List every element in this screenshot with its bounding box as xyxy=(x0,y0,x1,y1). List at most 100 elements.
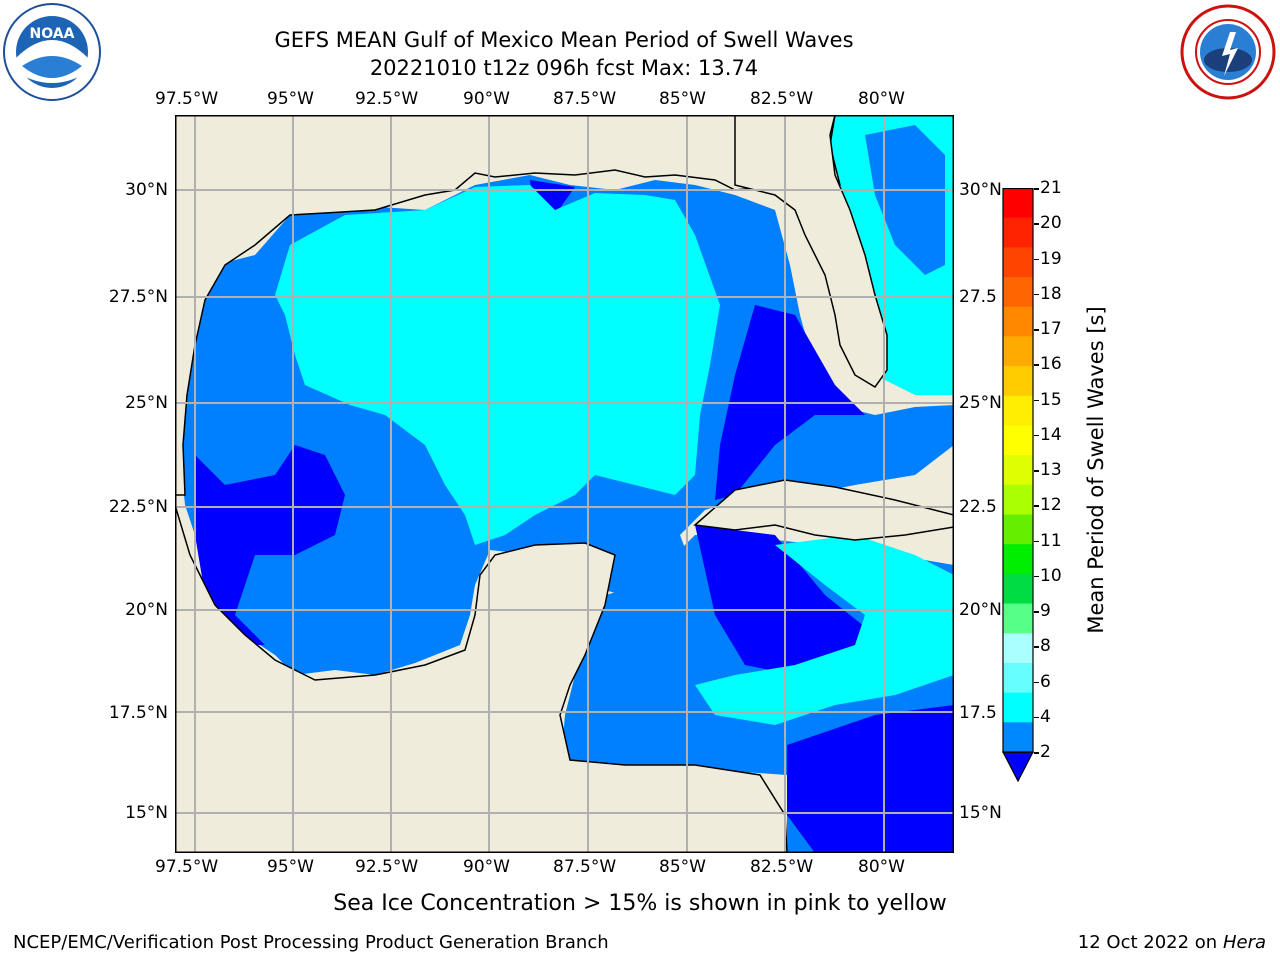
lat-tick-right-2: 25°N xyxy=(959,393,1002,413)
lat-tick-right-4: 20°N xyxy=(959,600,1002,620)
lon-tick-top-2: 92.5°W xyxy=(355,89,419,109)
colorbar-tick-mark xyxy=(1034,505,1039,507)
colorbar-segment xyxy=(1003,692,1033,723)
colorbar-segment xyxy=(1003,484,1033,516)
lat-tick-right-0: 30°N xyxy=(959,180,1002,200)
gulf-water-cyan xyxy=(275,185,720,545)
lon-tick-top-0: 97.5°W xyxy=(155,89,219,109)
colorbar-tick-mark xyxy=(1034,611,1039,613)
colorbar-tick-mark xyxy=(1034,293,1039,296)
lat-tick-left-2: 25°N xyxy=(125,393,168,413)
lat-tick-left-0: 30°N xyxy=(125,180,168,200)
colorbar-extend-arrow xyxy=(1002,751,1034,783)
lat-tick-right-5: 17.5 xyxy=(959,703,997,723)
lat-tick-left-4: 20°N xyxy=(125,600,168,620)
dark-blue-west xyxy=(195,445,345,645)
colorbar-tick-mark xyxy=(1034,540,1039,542)
sea-ice-note: Sea Ice Concentration > 15% is shown in … xyxy=(333,891,947,916)
lon-tick-top-1: 95°W xyxy=(267,89,314,109)
colorbar-tick-mark xyxy=(1034,223,1039,225)
nws-logo xyxy=(1178,2,1278,102)
colorbar-label: Mean Period of Swell Waves [s] xyxy=(1084,306,1108,634)
colorbar-tick-label: 19 xyxy=(1040,248,1062,269)
lat-tick-left-1: 27.5°N xyxy=(108,287,168,307)
colorbar-segment xyxy=(1003,722,1033,753)
colorbar-tick-label: 15 xyxy=(1040,389,1062,410)
colorbar-segment xyxy=(1003,336,1033,367)
footer-host: Hera xyxy=(1222,932,1266,953)
lon-tick-bottom-0: 97.5°W xyxy=(155,857,219,877)
colorbar-tick-label: 20 xyxy=(1040,213,1062,234)
colorbar-tick-label: 16 xyxy=(1040,354,1062,375)
noaa-logo: NOAA xyxy=(2,2,102,102)
lon-tick-bottom-4: 87.5°W xyxy=(553,857,617,877)
colorbar-tick-mark xyxy=(1034,434,1039,437)
lon-tick-top-7: 80°W xyxy=(858,89,905,109)
colorbar-tick-label: 8 xyxy=(1040,636,1051,657)
colorbar-tick-label: 10 xyxy=(1040,565,1062,586)
florida-coast xyxy=(734,114,888,389)
colorbar-tick-mark xyxy=(1034,470,1039,472)
colorbar-tick-label: 14 xyxy=(1040,424,1062,445)
lon-tick-bottom-7: 80°W xyxy=(858,857,905,877)
lon-tick-bottom-5: 85°W xyxy=(659,857,706,877)
colorbar-segment xyxy=(1003,247,1033,278)
colorbar-segment xyxy=(1003,395,1033,426)
colorbar-tick-label: 18 xyxy=(1040,283,1062,304)
map-frame xyxy=(175,115,954,853)
colorbar-tick-label: 13 xyxy=(1040,460,1062,480)
dark-blue-south xyxy=(787,705,954,853)
colorbar-frame xyxy=(1002,187,1034,754)
colorbar-tick-label: 12 xyxy=(1040,495,1062,516)
lat-tick-left-3: 22.5°N xyxy=(108,497,168,517)
colorbar-tick-mark xyxy=(1034,258,1039,260)
colorbar-tick-mark xyxy=(1034,399,1039,401)
graticule xyxy=(175,115,954,853)
colorbar-segment xyxy=(1003,366,1033,397)
noaa-logo-text: NOAA xyxy=(30,26,75,42)
colorbar-tick-label: 4 xyxy=(1040,706,1051,727)
colorbar-segment xyxy=(1003,188,1033,219)
yucatan-coast xyxy=(174,504,788,854)
lon-tick-bottom-6: 82.5°W xyxy=(750,857,814,877)
colorbar xyxy=(1002,187,1034,783)
lon-tick-top-3: 90°W xyxy=(463,89,510,109)
colorbar-tick-mark xyxy=(1034,188,1039,190)
lat-tick-right-1: 27.5 xyxy=(959,287,997,307)
colorbar-tick-mark xyxy=(1034,575,1039,578)
lon-tick-top-5: 85°W xyxy=(659,89,706,109)
colorbar-tick-label: 9 xyxy=(1040,601,1051,621)
colorbar-segment xyxy=(1003,633,1033,664)
colorbar-tick-mark xyxy=(1034,646,1039,648)
colorbar-tick-mark xyxy=(1034,364,1039,366)
caribbean-water-cyan xyxy=(695,535,954,725)
colorbar-tick-mark xyxy=(1034,752,1039,754)
colorbar-segment xyxy=(1003,306,1033,337)
colorbar-svg xyxy=(1002,187,1034,783)
colorbar-tick-label: 11 xyxy=(1040,530,1062,551)
lat-tick-left-6: 15°N xyxy=(125,803,168,823)
map-plot-area xyxy=(174,114,955,854)
footer-date-text: 12 Oct 2022 on xyxy=(1077,932,1223,953)
map-subtitle: 20221010 t12z 096h fcst Max: 13.74 xyxy=(369,56,759,80)
lon-tick-bottom-1: 95°W xyxy=(267,857,314,877)
colorbar-tick-mark xyxy=(1034,716,1039,719)
colorbar-segment xyxy=(1003,573,1033,605)
lon-tick-top-6: 82.5°W xyxy=(750,89,814,109)
map-title: GEFS MEAN Gulf of Mexico Mean Period of … xyxy=(274,28,854,52)
colorbar-tick-label: 21 xyxy=(1040,178,1062,198)
colorbar-segment xyxy=(1003,455,1033,486)
colorbar-tick-label: 2 xyxy=(1040,742,1051,762)
colorbar-tick-label: 17 xyxy=(1040,319,1062,339)
lon-tick-top-4: 87.5°W xyxy=(553,89,617,109)
colorbar-segment xyxy=(1003,277,1033,308)
colorbar-tick-mark xyxy=(1034,681,1039,683)
lat-tick-right-6: 15°N xyxy=(959,803,1002,823)
colorbar-ticks: 21 20 19 18 17 16 15 14 13 12 11 10 9 8 6 4 2 xyxy=(1034,178,1080,770)
colorbar-segment xyxy=(1003,217,1033,248)
lat-tick-right-3: 22.5 xyxy=(959,497,997,517)
lon-tick-bottom-3: 90°W xyxy=(463,857,510,877)
swell-period-map xyxy=(174,114,955,854)
footer-date: 12 Oct 2022 on Hera xyxy=(1078,932,1266,953)
colorbar-tick-mark xyxy=(1034,329,1039,331)
